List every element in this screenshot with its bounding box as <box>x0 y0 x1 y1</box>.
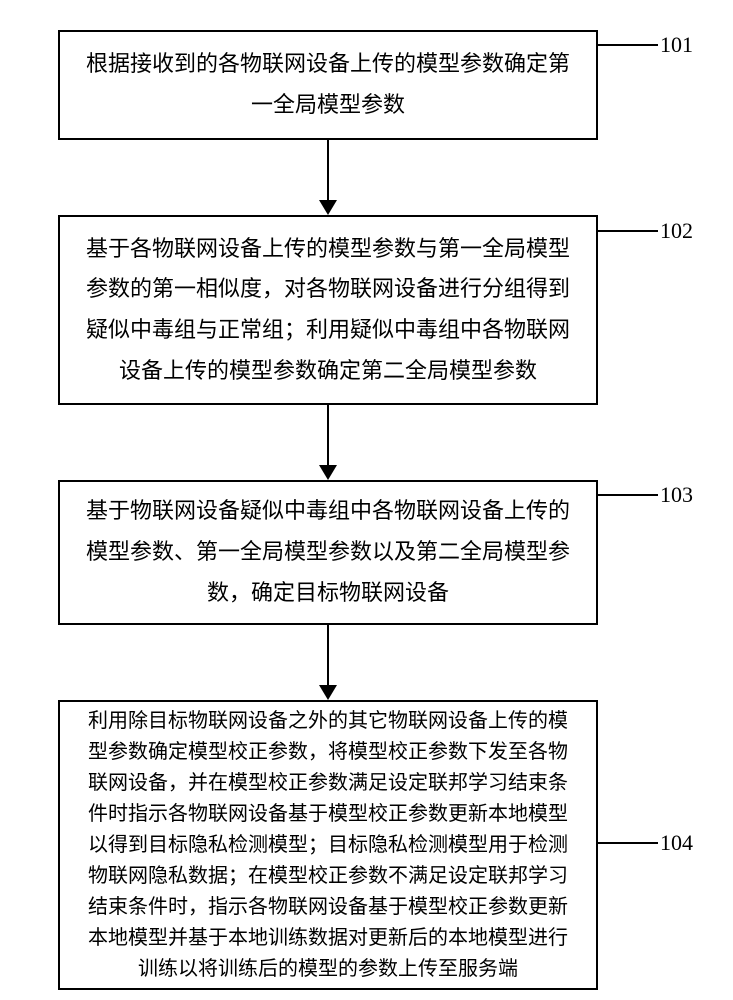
node-label-4: 104 <box>660 830 693 856</box>
arrow-3-4-head <box>319 685 337 700</box>
flowchart-node-4: 利用除目标物联网设备之外的其它物联网设备上传的模型参数确定模型校正参数，将模型校… <box>58 700 598 990</box>
node-text: 利用除目标物联网设备之外的其它物联网设备上传的模型参数确定模型校正参数，将模型校… <box>80 706 576 985</box>
flowchart-node-3: 基于物联网设备疑似中毒组中各物联网设备上传的模型参数、第一全局模型参数以及第二全… <box>58 480 598 625</box>
flowchart-node-2: 基于各物联网设备上传的模型参数与第一全局模型参数的第一相似度，对各物联网设备进行… <box>58 215 598 405</box>
label-leader-4 <box>598 842 658 844</box>
flowchart-node-1: 根据接收到的各物联网设备上传的模型参数确定第一全局模型参数 <box>58 30 598 140</box>
label-leader-3 <box>598 494 658 496</box>
node-text: 基于物联网设备疑似中毒组中各物联网设备上传的模型参数、第一全局模型参数以及第二全… <box>84 491 572 613</box>
flowchart-canvas: 根据接收到的各物联网设备上传的模型参数确定第一全局模型参数 101 基于各物联网… <box>0 0 733 1000</box>
arrow-2-3-head <box>319 465 337 480</box>
arrow-3-4-line <box>327 625 329 685</box>
arrow-1-2-line <box>327 140 329 200</box>
node-label-2: 102 <box>660 218 693 244</box>
node-label-1: 101 <box>660 32 693 58</box>
arrow-2-3-line <box>327 405 329 465</box>
label-leader-1 <box>598 44 658 46</box>
node-text: 基于各物联网设备上传的模型参数与第一全局模型参数的第一相似度，对各物联网设备进行… <box>84 229 572 392</box>
label-leader-2 <box>598 230 658 232</box>
node-label-3: 103 <box>660 482 693 508</box>
node-text: 根据接收到的各物联网设备上传的模型参数确定第一全局模型参数 <box>84 44 572 125</box>
arrow-1-2-head <box>319 200 337 215</box>
